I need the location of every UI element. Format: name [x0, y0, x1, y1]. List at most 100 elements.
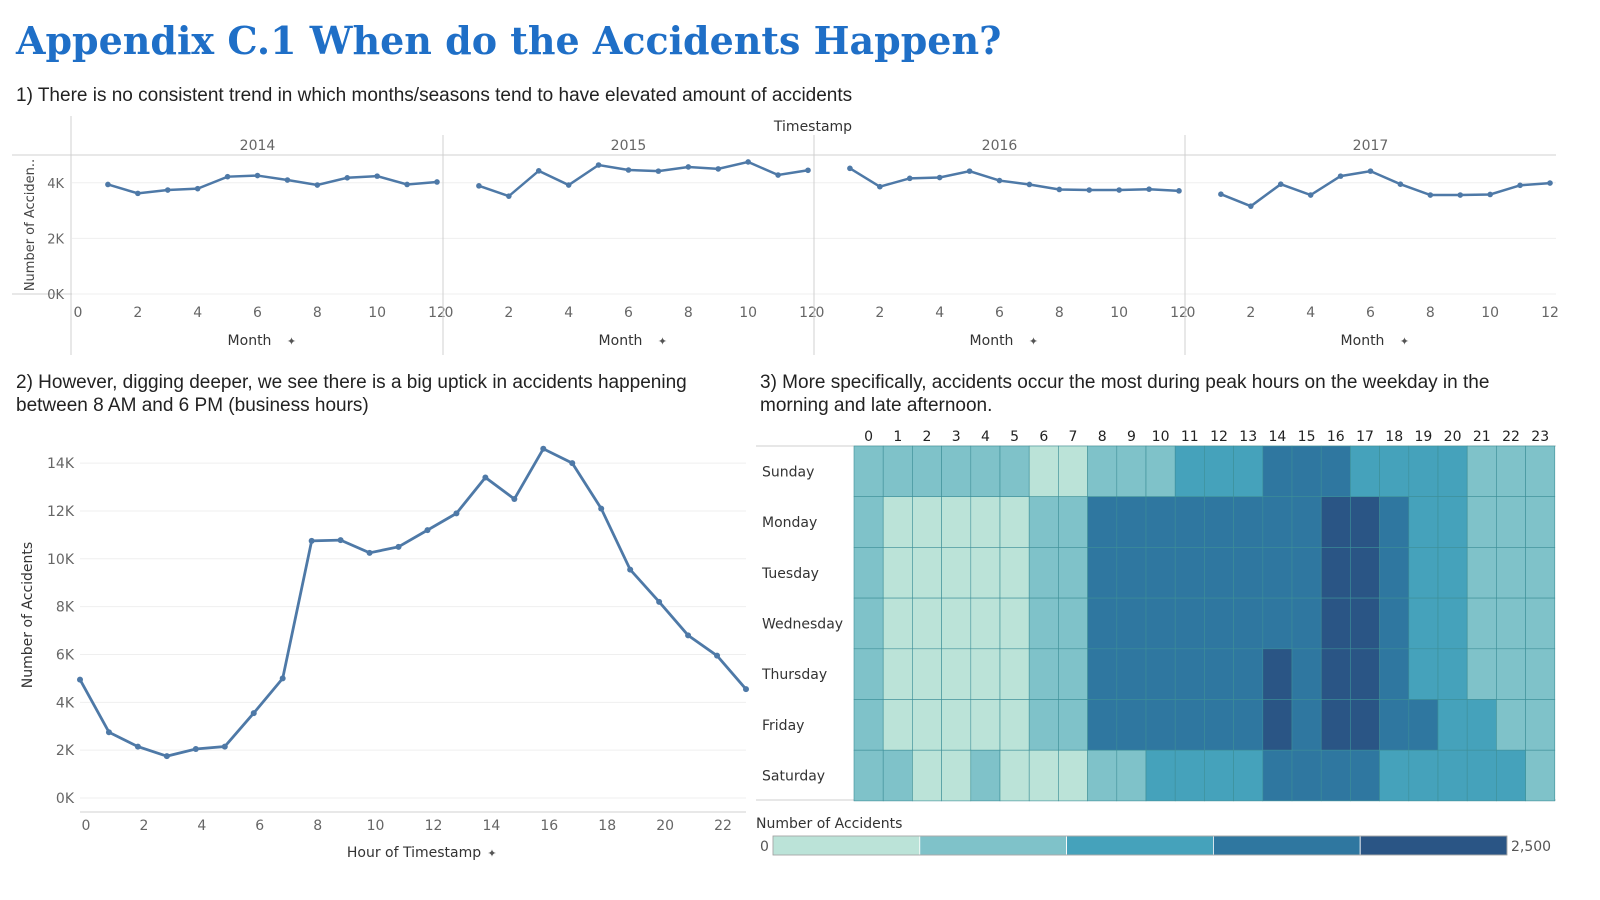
series-line-2014: [107, 174, 438, 195]
column-header: 16: [1327, 429, 1345, 445]
column-header: 11: [1181, 429, 1199, 445]
year-header: 2015: [611, 138, 647, 154]
heatmap-cell: [1408, 445, 1439, 498]
column-header: 13: [1239, 429, 1257, 445]
heatmap-cell: [853, 547, 884, 599]
heatmap-cell: [999, 496, 1030, 548]
heatmap-cell: [1525, 749, 1556, 802]
x-axis-label: Month: [228, 333, 272, 349]
heatmap-cell: [1174, 749, 1205, 802]
heatmap-cell: [1145, 547, 1176, 599]
heatmap-cell: [970, 597, 1001, 650]
column-header: 15: [1298, 429, 1316, 445]
heatmap-cell: [1087, 597, 1118, 650]
data-point: [250, 710, 257, 717]
heatmap-cell: [1466, 749, 1497, 802]
y-tick-label: 8K: [56, 600, 75, 616]
heatmap-cell: [1466, 445, 1497, 498]
pin-icon: ✦: [1029, 335, 1038, 348]
heatmap-cell: [1525, 648, 1556, 700]
heatmap-cell: [999, 597, 1030, 650]
heatmap-cell: [1291, 749, 1322, 802]
x-tick-label: 6: [624, 305, 633, 321]
heatmap-cell: [853, 597, 884, 650]
data-point: [1218, 191, 1224, 197]
x-tick-label: 10: [368, 305, 386, 321]
x-tick-label: 4: [1306, 305, 1315, 321]
column-header: 21: [1473, 429, 1491, 445]
x-tick-label: 0: [445, 305, 454, 321]
heatmap-cell: [853, 445, 884, 498]
heatmap-cell: [1379, 445, 1410, 498]
x-axis-label: Month: [599, 333, 643, 349]
data-point: [1367, 168, 1374, 174]
data-point: [1277, 181, 1284, 187]
data-point: [105, 729, 112, 736]
data-point: [595, 162, 602, 168]
data-point: [715, 166, 722, 172]
heatmap-cell: [912, 648, 942, 700]
heatmap-cell: [970, 445, 1001, 498]
heatmap-cell: [1466, 547, 1497, 599]
data-point: [1337, 173, 1344, 179]
heatmap-cell: [1291, 547, 1322, 599]
x-tick-label: 4: [935, 305, 944, 321]
heatmap-cell: [1437, 547, 1468, 599]
heatmap-cell: [1233, 597, 1264, 650]
data-point: [221, 743, 228, 750]
data-point: [337, 537, 344, 544]
data-point: [877, 183, 883, 190]
heatmap-cell: [1320, 597, 1351, 650]
data-point: [164, 187, 171, 193]
y-tick-label: 10K: [47, 552, 75, 568]
data-point: [1086, 187, 1093, 193]
data-point: [194, 185, 201, 192]
x-tick-label: 6: [995, 305, 1004, 321]
x-tick-label: 10: [367, 818, 385, 834]
heatmap-cell: [1116, 749, 1147, 802]
data-point: [308, 537, 315, 544]
data-point: [506, 193, 512, 199]
year-header: 2017: [1353, 138, 1389, 154]
heatmap-cell: [1466, 597, 1497, 650]
heatmap-cell: [1525, 445, 1556, 498]
data-point: [565, 182, 572, 188]
heatmap-cell: [1379, 496, 1410, 548]
heatmap-cell: [1058, 496, 1088, 548]
heatmap-cell: [1350, 699, 1380, 751]
hourly-line: [78, 446, 748, 758]
heatmap-cell: [1028, 445, 1059, 498]
heatmap-cell: [1320, 445, 1351, 498]
heatmap-cell: [1437, 445, 1468, 498]
y-tick-label: 6K: [56, 647, 75, 663]
x-tick-label: 8: [313, 305, 322, 321]
x-tick-label: 8: [684, 305, 693, 321]
column-header: 1: [893, 429, 902, 445]
x-tick-label: 0: [82, 818, 91, 834]
heatmap-cell: [1028, 496, 1059, 548]
heatmap-cell: [1379, 547, 1410, 599]
heatmap-cell: [912, 699, 942, 751]
data-point: [714, 652, 721, 659]
heatmap-cell: [1145, 648, 1176, 700]
heatmap-cell: [1174, 496, 1205, 548]
x-tick-label: 22: [714, 818, 732, 834]
heatmap-cell: [1408, 496, 1439, 548]
heatmap-cell: [1496, 445, 1526, 498]
legend-swatch: [772, 835, 921, 856]
x-tick-label: 14: [482, 818, 500, 834]
heatmap-cell: [970, 648, 1001, 700]
heatmap-cell: [1379, 648, 1410, 700]
data-point: [936, 174, 943, 181]
x-tick-label: 4: [193, 305, 202, 321]
heatmap-cell: [1145, 445, 1176, 498]
data-point: [476, 183, 482, 189]
heatmap-cell: [999, 699, 1030, 751]
heatmap-cell: [1204, 648, 1234, 700]
heatmap-cell: [1291, 699, 1322, 751]
heatmap-cell: [1087, 547, 1118, 599]
x-tick-label: 16: [540, 818, 558, 834]
x-tick-label: 10: [1110, 305, 1128, 321]
heatmap-cell: [882, 547, 913, 599]
column-header: 14: [1268, 429, 1286, 445]
